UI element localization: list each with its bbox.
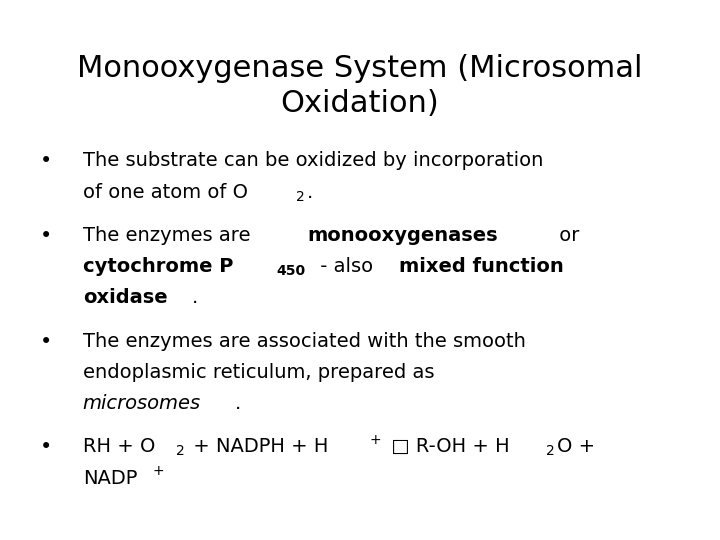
Text: +: + [153,464,165,478]
Text: 450: 450 [276,264,306,278]
Text: •: • [40,332,52,352]
Text: + NADPH + H: + NADPH + H [187,437,329,456]
Text: microsomes: microsomes [83,394,201,413]
Text: 2: 2 [296,190,305,204]
Text: - also: - also [315,257,379,276]
Text: of one atom of O: of one atom of O [83,183,248,201]
Text: The substrate can be oxidized by incorporation: The substrate can be oxidized by incorpo… [83,151,543,170]
Text: .: . [235,394,241,413]
Text: RH + O: RH + O [83,437,156,456]
Text: NADP: NADP [83,469,138,488]
Text: monooxygenases: monooxygenases [307,226,498,245]
Text: •: • [40,437,52,457]
Text: Monooxygenase System (Microsomal
Oxidation): Monooxygenase System (Microsomal Oxidati… [77,54,643,118]
Text: mixed function: mixed function [399,257,564,276]
Text: oxidase: oxidase [83,288,168,307]
Text: +: + [370,433,382,447]
Text: •: • [40,226,52,246]
Text: □ R-OH + H: □ R-OH + H [385,437,510,456]
Text: or: or [553,226,580,245]
Text: 2: 2 [546,444,554,458]
Text: •: • [40,151,52,171]
Text: cytochrome P: cytochrome P [83,257,233,276]
Text: The enzymes are associated with the smooth: The enzymes are associated with the smoo… [83,332,526,350]
Text: endoplasmic reticulum, prepared as: endoplasmic reticulum, prepared as [83,363,434,382]
Text: The enzymes are: The enzymes are [83,226,256,245]
Text: .: . [192,288,198,307]
Text: O +: O + [557,437,595,456]
Text: .: . [307,183,313,201]
Text: 2: 2 [176,444,185,458]
